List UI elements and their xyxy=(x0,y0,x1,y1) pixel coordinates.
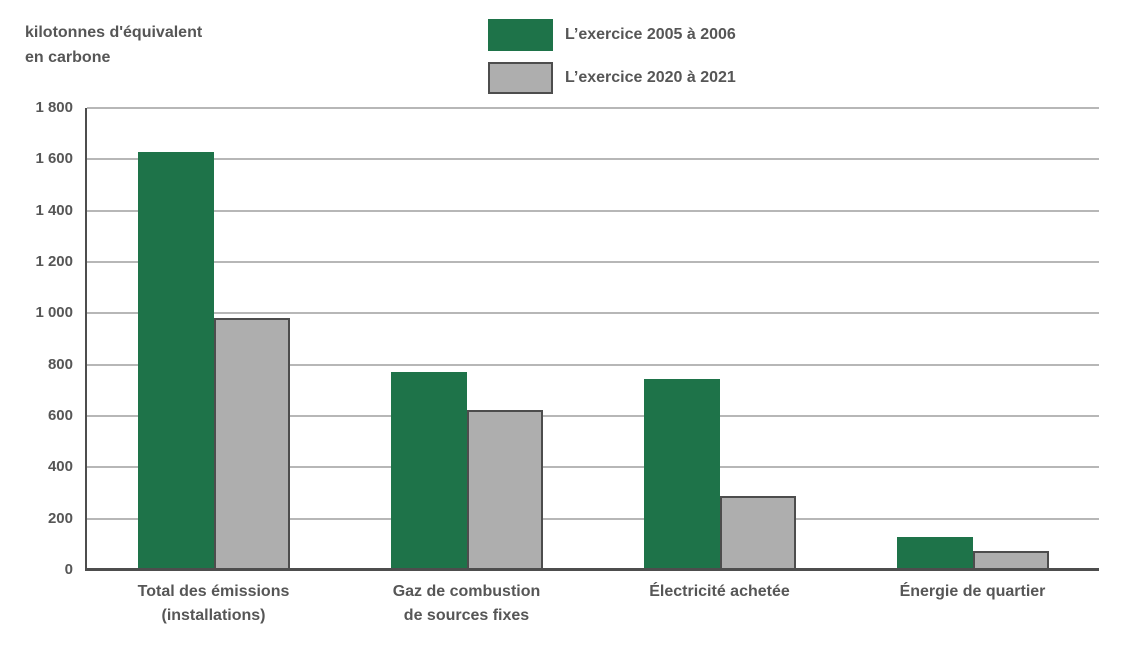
category-label: Total des émissions (installations) xyxy=(87,580,340,628)
bar-series-1-cat-0 xyxy=(213,318,290,570)
gridline xyxy=(87,466,1099,469)
y-tick-label: 1 400 xyxy=(35,201,73,219)
gridline xyxy=(87,312,1099,315)
bar-series-0-cat-1 xyxy=(390,372,467,570)
category-label-line: Total des émissions xyxy=(137,583,290,600)
category-label-line: Énergie de quartier xyxy=(899,583,1046,600)
y-tick-label: 0 xyxy=(64,561,73,578)
bar-series-1-cat-1 xyxy=(466,409,543,570)
legend-label-2005-2006: L’exercice 2005 à 2006 xyxy=(565,26,736,43)
bar-series-0-cat-2 xyxy=(643,378,720,570)
legend-swatch-2020-2021 xyxy=(488,62,553,94)
legend-item-2005-2006: L’exercice 2005 à 2006 xyxy=(488,19,736,51)
y-tick-label: 1 800 xyxy=(35,99,73,116)
legend-swatch-2005-2006 xyxy=(488,19,553,51)
y-tick-label: 600 xyxy=(47,407,73,424)
y-tick-label: 1 200 xyxy=(35,253,73,270)
legend: L’exercice 2005 à 2006 L’exercice 2020 à… xyxy=(488,19,736,105)
y-tick-label: 1 600 xyxy=(35,150,73,168)
category-label: Électricité achetée xyxy=(593,580,846,604)
legend-label-2020-2021: L’exercice 2020 à 2021 xyxy=(565,69,736,86)
x-axis-line xyxy=(85,568,1099,571)
gridline xyxy=(87,415,1099,417)
y-axis-title-line1: kilotonnes d'équivalent xyxy=(25,24,203,41)
category-label-line: (installations) xyxy=(161,607,266,624)
gridline xyxy=(87,363,1099,366)
y-tick-label: 1 000 xyxy=(35,304,73,322)
category-label-line: de sources fixes xyxy=(403,607,530,624)
y-tick-label: 800 xyxy=(47,355,73,373)
y-tick-label: 200 xyxy=(47,509,73,527)
category-label: Gaz de combustion de sources fixes xyxy=(340,580,593,628)
plot-area: 0 200 400 600 800 1 000 1 200 1 400 1 600 1 800 T… xyxy=(35,100,1099,624)
bar-series-0-cat-0 xyxy=(137,151,214,570)
category-label: Énergie de quartier xyxy=(846,580,1099,604)
gridline xyxy=(87,209,1099,212)
y-axis-title: kilotonnes d'équivalent en carbone xyxy=(25,20,202,70)
category-label-line: Électricité achetée xyxy=(649,583,790,600)
y-tick-label: 400 xyxy=(47,458,73,476)
category-label-line: Gaz de combustion xyxy=(392,583,541,600)
legend-item-2020-2021: L’exercice 2020 à 2021 xyxy=(488,62,736,94)
gridline xyxy=(87,261,1099,263)
y-axis-title-line2: en carbone xyxy=(25,49,111,66)
bar-series-1-cat-2 xyxy=(719,495,796,570)
gridline xyxy=(87,107,1099,109)
gridline xyxy=(87,517,1099,520)
y-axis-line xyxy=(85,108,87,570)
bar-series-0-cat-3 xyxy=(896,536,973,570)
gridline xyxy=(87,158,1099,161)
